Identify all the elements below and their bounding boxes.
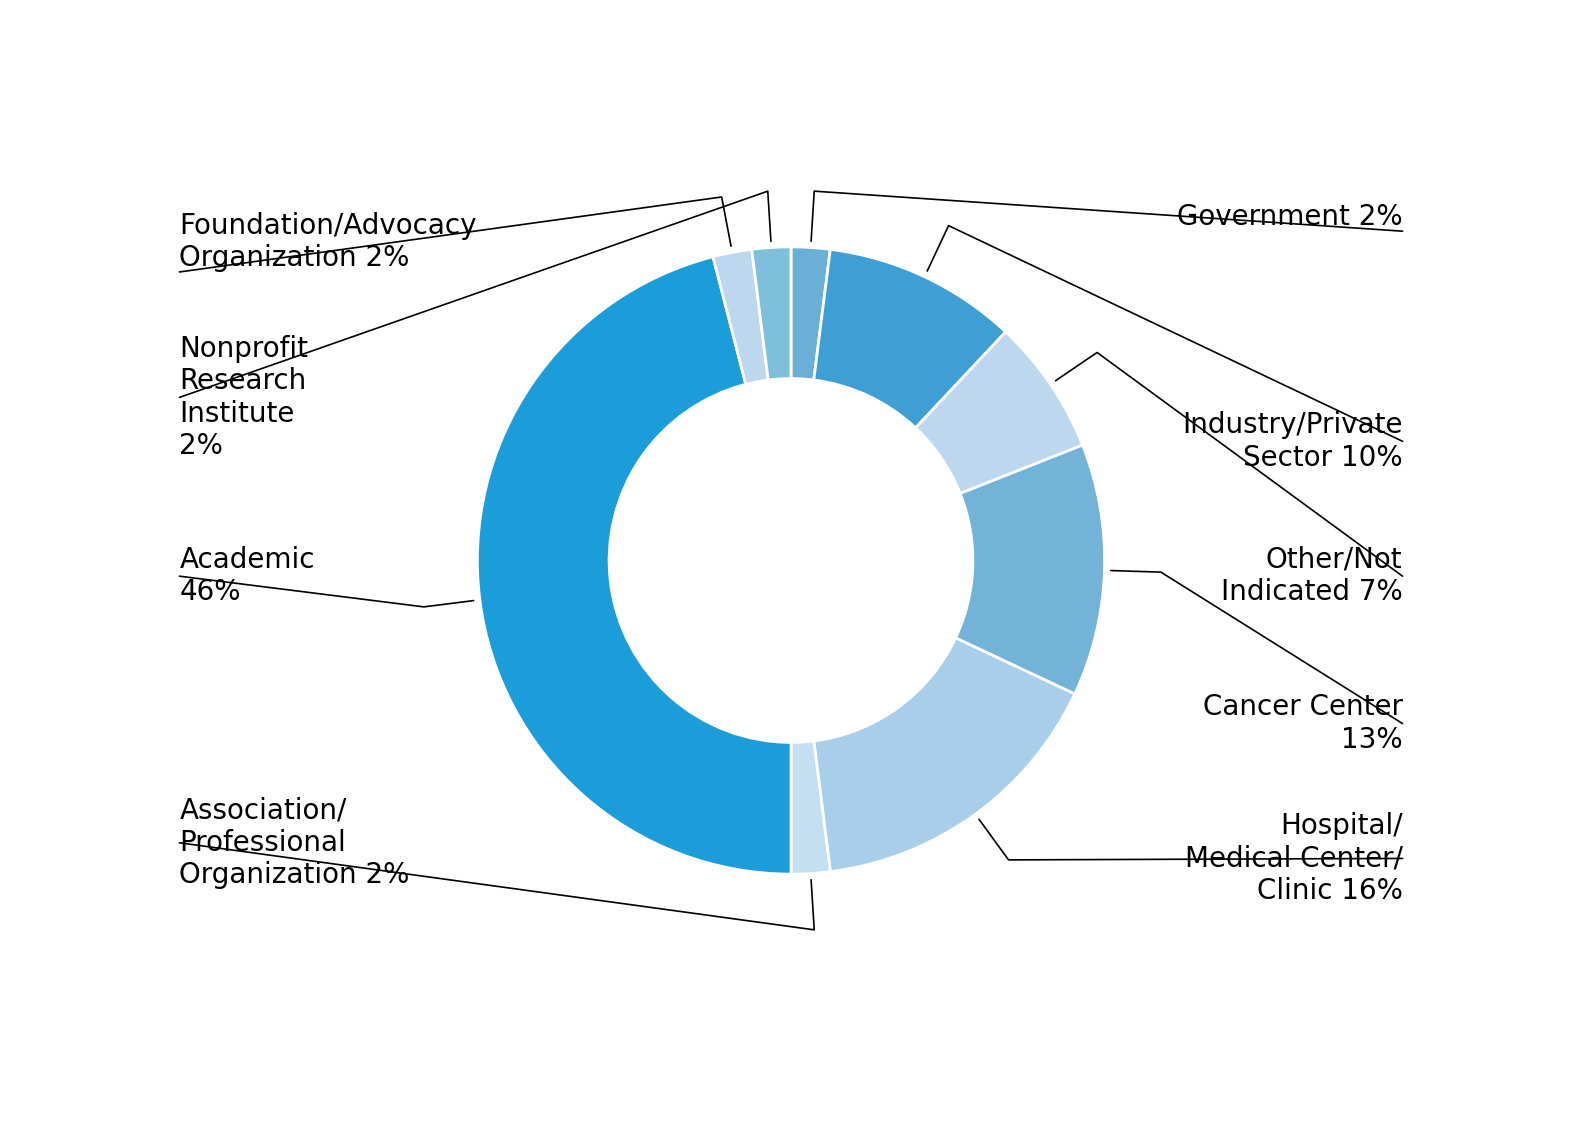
- Wedge shape: [813, 638, 1074, 872]
- Text: Other/Not
Indicated 7%: Other/Not Indicated 7%: [1221, 546, 1403, 606]
- Wedge shape: [751, 247, 791, 380]
- Wedge shape: [956, 445, 1104, 694]
- Text: Foundation/Advocacy
Organization 2%: Foundation/Advocacy Organization 2%: [179, 212, 476, 272]
- Wedge shape: [813, 249, 1006, 428]
- Text: Academic
46%: Academic 46%: [179, 546, 315, 606]
- Wedge shape: [791, 247, 831, 380]
- Wedge shape: [478, 257, 791, 874]
- Text: Nonprofit
Research
Institute
2%: Nonprofit Research Institute 2%: [179, 335, 308, 460]
- Text: Cancer Center
13%: Cancer Center 13%: [1202, 694, 1403, 753]
- Wedge shape: [791, 741, 831, 874]
- Text: Hospital/
Medical Center/
Clinic 16%: Hospital/ Medical Center/ Clinic 16%: [1185, 812, 1403, 905]
- Text: Industry/Private
Sector 10%: Industry/Private Sector 10%: [1182, 411, 1403, 472]
- Text: Government 2%: Government 2%: [1177, 203, 1403, 231]
- Text: Association/
Professional
Organization 2%: Association/ Professional Organization 2…: [179, 796, 410, 889]
- Wedge shape: [916, 332, 1082, 493]
- Wedge shape: [713, 249, 769, 385]
